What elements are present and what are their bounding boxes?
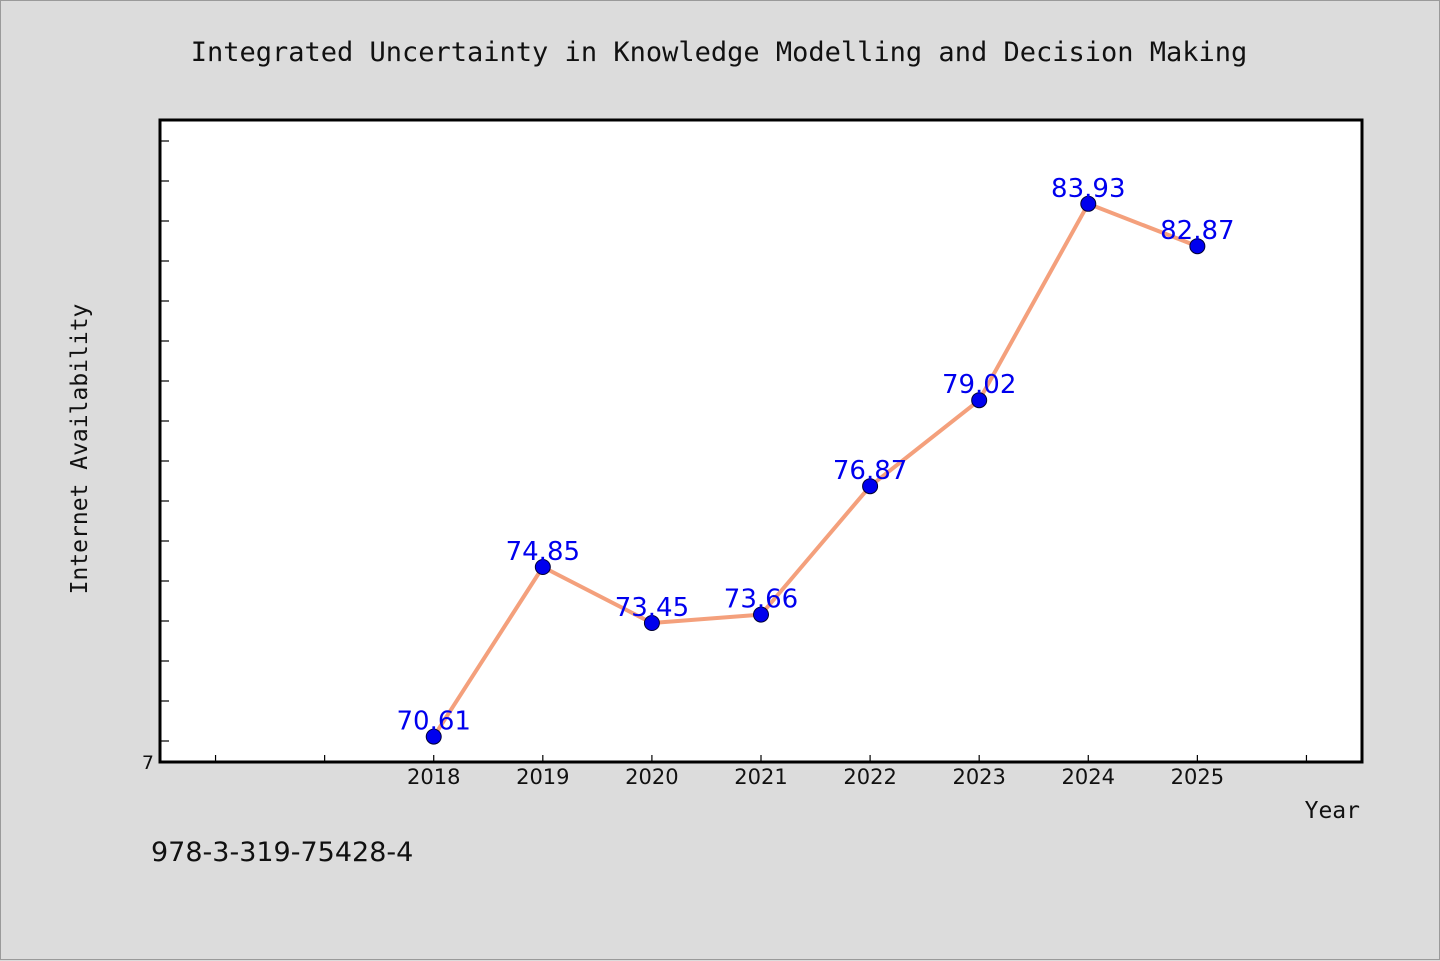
data-point <box>534 559 551 575</box>
plot-area <box>158 118 1364 764</box>
data-point <box>643 615 660 631</box>
data-label: 82.87 <box>1160 216 1234 246</box>
data-point <box>1080 195 1097 212</box>
data-label: 73.66 <box>724 585 798 615</box>
footer-text: 978-3-319-75428-4 <box>151 837 414 868</box>
x-tick-label: 2024 <box>1062 765 1115 789</box>
x-tick-labels: 2018 2019 2020 2021 2022 2023 2024 2025 <box>407 765 1224 789</box>
x-tick-label: 2025 <box>1171 765 1224 789</box>
y-tick-label: 7 <box>142 752 154 774</box>
data-label: 83.93 <box>1051 174 1125 204</box>
x-tick-label: 2020 <box>625 765 678 789</box>
data-label: 70.61 <box>397 707 471 737</box>
data-label: 74.85 <box>506 537 580 567</box>
data-label: 76.87 <box>833 456 907 486</box>
x-axis-label: Year <box>1305 798 1360 824</box>
data-point <box>1189 238 1206 255</box>
data-point <box>753 606 769 623</box>
y-axis-label: Internet Availability <box>67 304 93 595</box>
x-tick-label: 2023 <box>952 765 1005 789</box>
data-point <box>425 728 442 745</box>
x-tick-label: 2019 <box>516 765 569 789</box>
x-axis-ticks <box>214 755 1308 761</box>
data-point <box>862 478 879 495</box>
x-tick-label: 2021 <box>734 765 787 789</box>
data-label: 79.02 <box>942 370 1016 400</box>
x-tick-label: 2022 <box>843 765 896 789</box>
y-axis-ticks <box>161 140 169 742</box>
data-label: 73.45 <box>615 593 689 623</box>
series-line-group: 70.61 74.85 73.45 73.66 76.87 79.02 83.93 82.87 <box>397 174 1235 745</box>
chart-title: Integrated Uncertainty in Knowledge Mode… <box>191 37 1248 68</box>
series-line <box>431 201 1200 739</box>
x-tick-label: 2018 <box>407 765 460 789</box>
data-point <box>971 392 988 409</box>
